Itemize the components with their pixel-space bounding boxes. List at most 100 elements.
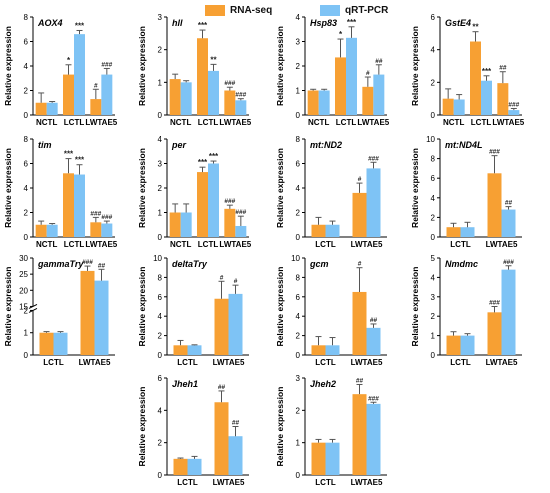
- y-axis-label: Relative expression: [3, 267, 13, 347]
- y-tick-label: 4: [296, 13, 301, 22]
- significance-mark: ***: [75, 21, 85, 30]
- bar-rna-seq-lctl: [311, 345, 326, 355]
- bar-rna-seq-lctl: [63, 173, 74, 237]
- x-tick-label-nctl: NCTL: [36, 240, 57, 249]
- significance-mark: ***: [198, 21, 208, 30]
- bar-rna-seq-lctl: [446, 335, 461, 355]
- y-tick-label: 4: [431, 46, 436, 55]
- legend-item-rna-seq: RNA-seq: [205, 4, 272, 16]
- y-tick-label: 4: [24, 184, 29, 193]
- x-tick-label-lwtae5: LWTAE5: [351, 478, 383, 487]
- bar-rna-seq-nctl: [169, 212, 181, 237]
- y-tick-label: 2: [158, 46, 163, 55]
- y-tick-label: 8: [296, 273, 301, 282]
- bar-qrt-pcr-nctl: [46, 224, 58, 237]
- bar-rna-seq-lctl: [173, 458, 188, 475]
- y-tick-label: 4: [158, 135, 163, 144]
- bar-qrt-pcr-lwtae5: [101, 223, 113, 237]
- bar-rna-seq-lctl: [63, 74, 74, 115]
- chart-deltatry: 0 2 4 6 8 10 Relative expression deltaTry LCTL # #…: [137, 254, 249, 367]
- x-tick-label-lwtae5: LWTAE5: [351, 358, 383, 367]
- significance-mark: ###: [235, 209, 246, 216]
- y-tick-label: 0: [296, 111, 301, 120]
- significance-mark: #: [358, 261, 362, 268]
- y-tick-label: 2: [158, 439, 163, 448]
- significance-mark: ***: [64, 150, 74, 159]
- significance-mark: ###: [508, 101, 519, 108]
- legend-swatch-rna-seq: [205, 4, 225, 16]
- chart-jheh1: 0 2 4 6 Relative expression Jheh1 LCTL ## ## LWTA…: [137, 374, 249, 487]
- chart-title: gammaTry: [37, 259, 84, 269]
- bar-rna-seq-lctl: [311, 224, 326, 237]
- y-axis-label: Relative expression: [137, 148, 147, 228]
- y-tick-label: 0: [24, 233, 29, 242]
- bar-qrt-pcr-lwtae5: [228, 293, 243, 355]
- bar-rna-seq-lwtae5: [352, 291, 367, 355]
- y-tick-label: 6: [158, 293, 163, 302]
- bar-qrt-pcr-nctl: [180, 212, 192, 237]
- y-tick-label: 10: [426, 135, 435, 144]
- bar-rna-seq-lwtae5: [362, 86, 374, 115]
- y-tick-label: 0: [296, 351, 301, 360]
- significance-mark: ##: [370, 317, 378, 324]
- y-axis-label: Relative expression: [3, 148, 13, 228]
- significance-mark: ##: [375, 58, 383, 65]
- significance-mark: ***: [347, 18, 357, 27]
- y-tick-label: 3: [158, 160, 163, 169]
- bar-rna-seq-lctl: [173, 345, 188, 355]
- significance-mark: ***: [482, 67, 492, 76]
- y-tick-label: 10: [291, 254, 300, 263]
- bar-qrt-pcr-lctl: [208, 70, 219, 115]
- bar-qrt-pcr-lwtae5: [101, 74, 113, 115]
- y-tick-label: 0: [158, 471, 163, 480]
- y-tick-label: 10: [153, 254, 162, 263]
- bar-qrt-pcr-lctl: [74, 34, 85, 115]
- y-tick-label: 2: [296, 406, 301, 415]
- bar-qrt-pcr-lctl: [325, 442, 340, 475]
- bar-rna-seq-nctl: [307, 90, 319, 115]
- bar-rna-seq-lctl: [197, 172, 208, 237]
- x-tick-label-lwtae5: LWTAE5: [351, 240, 383, 249]
- chart-title: mt:ND4L: [445, 140, 483, 150]
- chart-title: gcm: [309, 259, 329, 269]
- x-tick-label-lctl: LCTL: [43, 358, 64, 367]
- y-axis-label: Relative expression: [275, 267, 285, 347]
- significance-mark: ###: [224, 198, 235, 205]
- y-tick-label: 6: [24, 160, 29, 169]
- y-axis-label: Relative expression: [137, 267, 147, 347]
- bar-qrt-pcr-lwtae5: [366, 168, 381, 237]
- x-tick-label-lwtae5: LWTAE5: [492, 118, 524, 127]
- y-tick-label: 6: [158, 374, 163, 383]
- significance-mark: ***: [75, 156, 85, 165]
- x-tick-label-nctl: NCTL: [170, 240, 191, 249]
- bar-rna-seq-lwtae5: [90, 99, 102, 115]
- y-tick-label: 4: [296, 312, 301, 321]
- bar-qrt-pcr-lwtae5: [508, 110, 520, 115]
- y-tick-label: 4: [431, 273, 436, 282]
- bar-qrt-pcr-lctl: [346, 37, 357, 116]
- y-tick-label: 2: [158, 332, 163, 341]
- significance-mark: ***: [198, 158, 208, 167]
- bar-rna-seq-lwtae5: [497, 83, 509, 115]
- chart-nmdmc: 0 1 2 3 4 5 Relative expression Nmdmc LCTL ### ###…: [410, 254, 522, 367]
- y-tick-label: 0: [158, 351, 163, 360]
- x-tick-label-lwtae5: LWTAE5: [219, 240, 251, 249]
- chart-title: mt:ND2: [310, 140, 342, 150]
- chart-title: per: [171, 140, 187, 150]
- bar-qrt-pcr-lwtae5: [366, 403, 381, 475]
- bar-qrt-pcr-nctl: [318, 90, 330, 115]
- bar-rna-seq-lwtae5: [224, 208, 236, 237]
- y-axis-label: Relative expression: [410, 267, 420, 347]
- chart-title: Jheh2: [310, 379, 336, 389]
- bar-rna-seq-lwtae5: [352, 192, 367, 237]
- bar-qrt-pcr-lctl: [74, 174, 85, 237]
- bar-qrt-pcr-lwtae5: [373, 74, 385, 115]
- y-tick-label: 2: [296, 209, 301, 218]
- legend-item-qrt-pcr: qRT-PCR: [320, 4, 388, 16]
